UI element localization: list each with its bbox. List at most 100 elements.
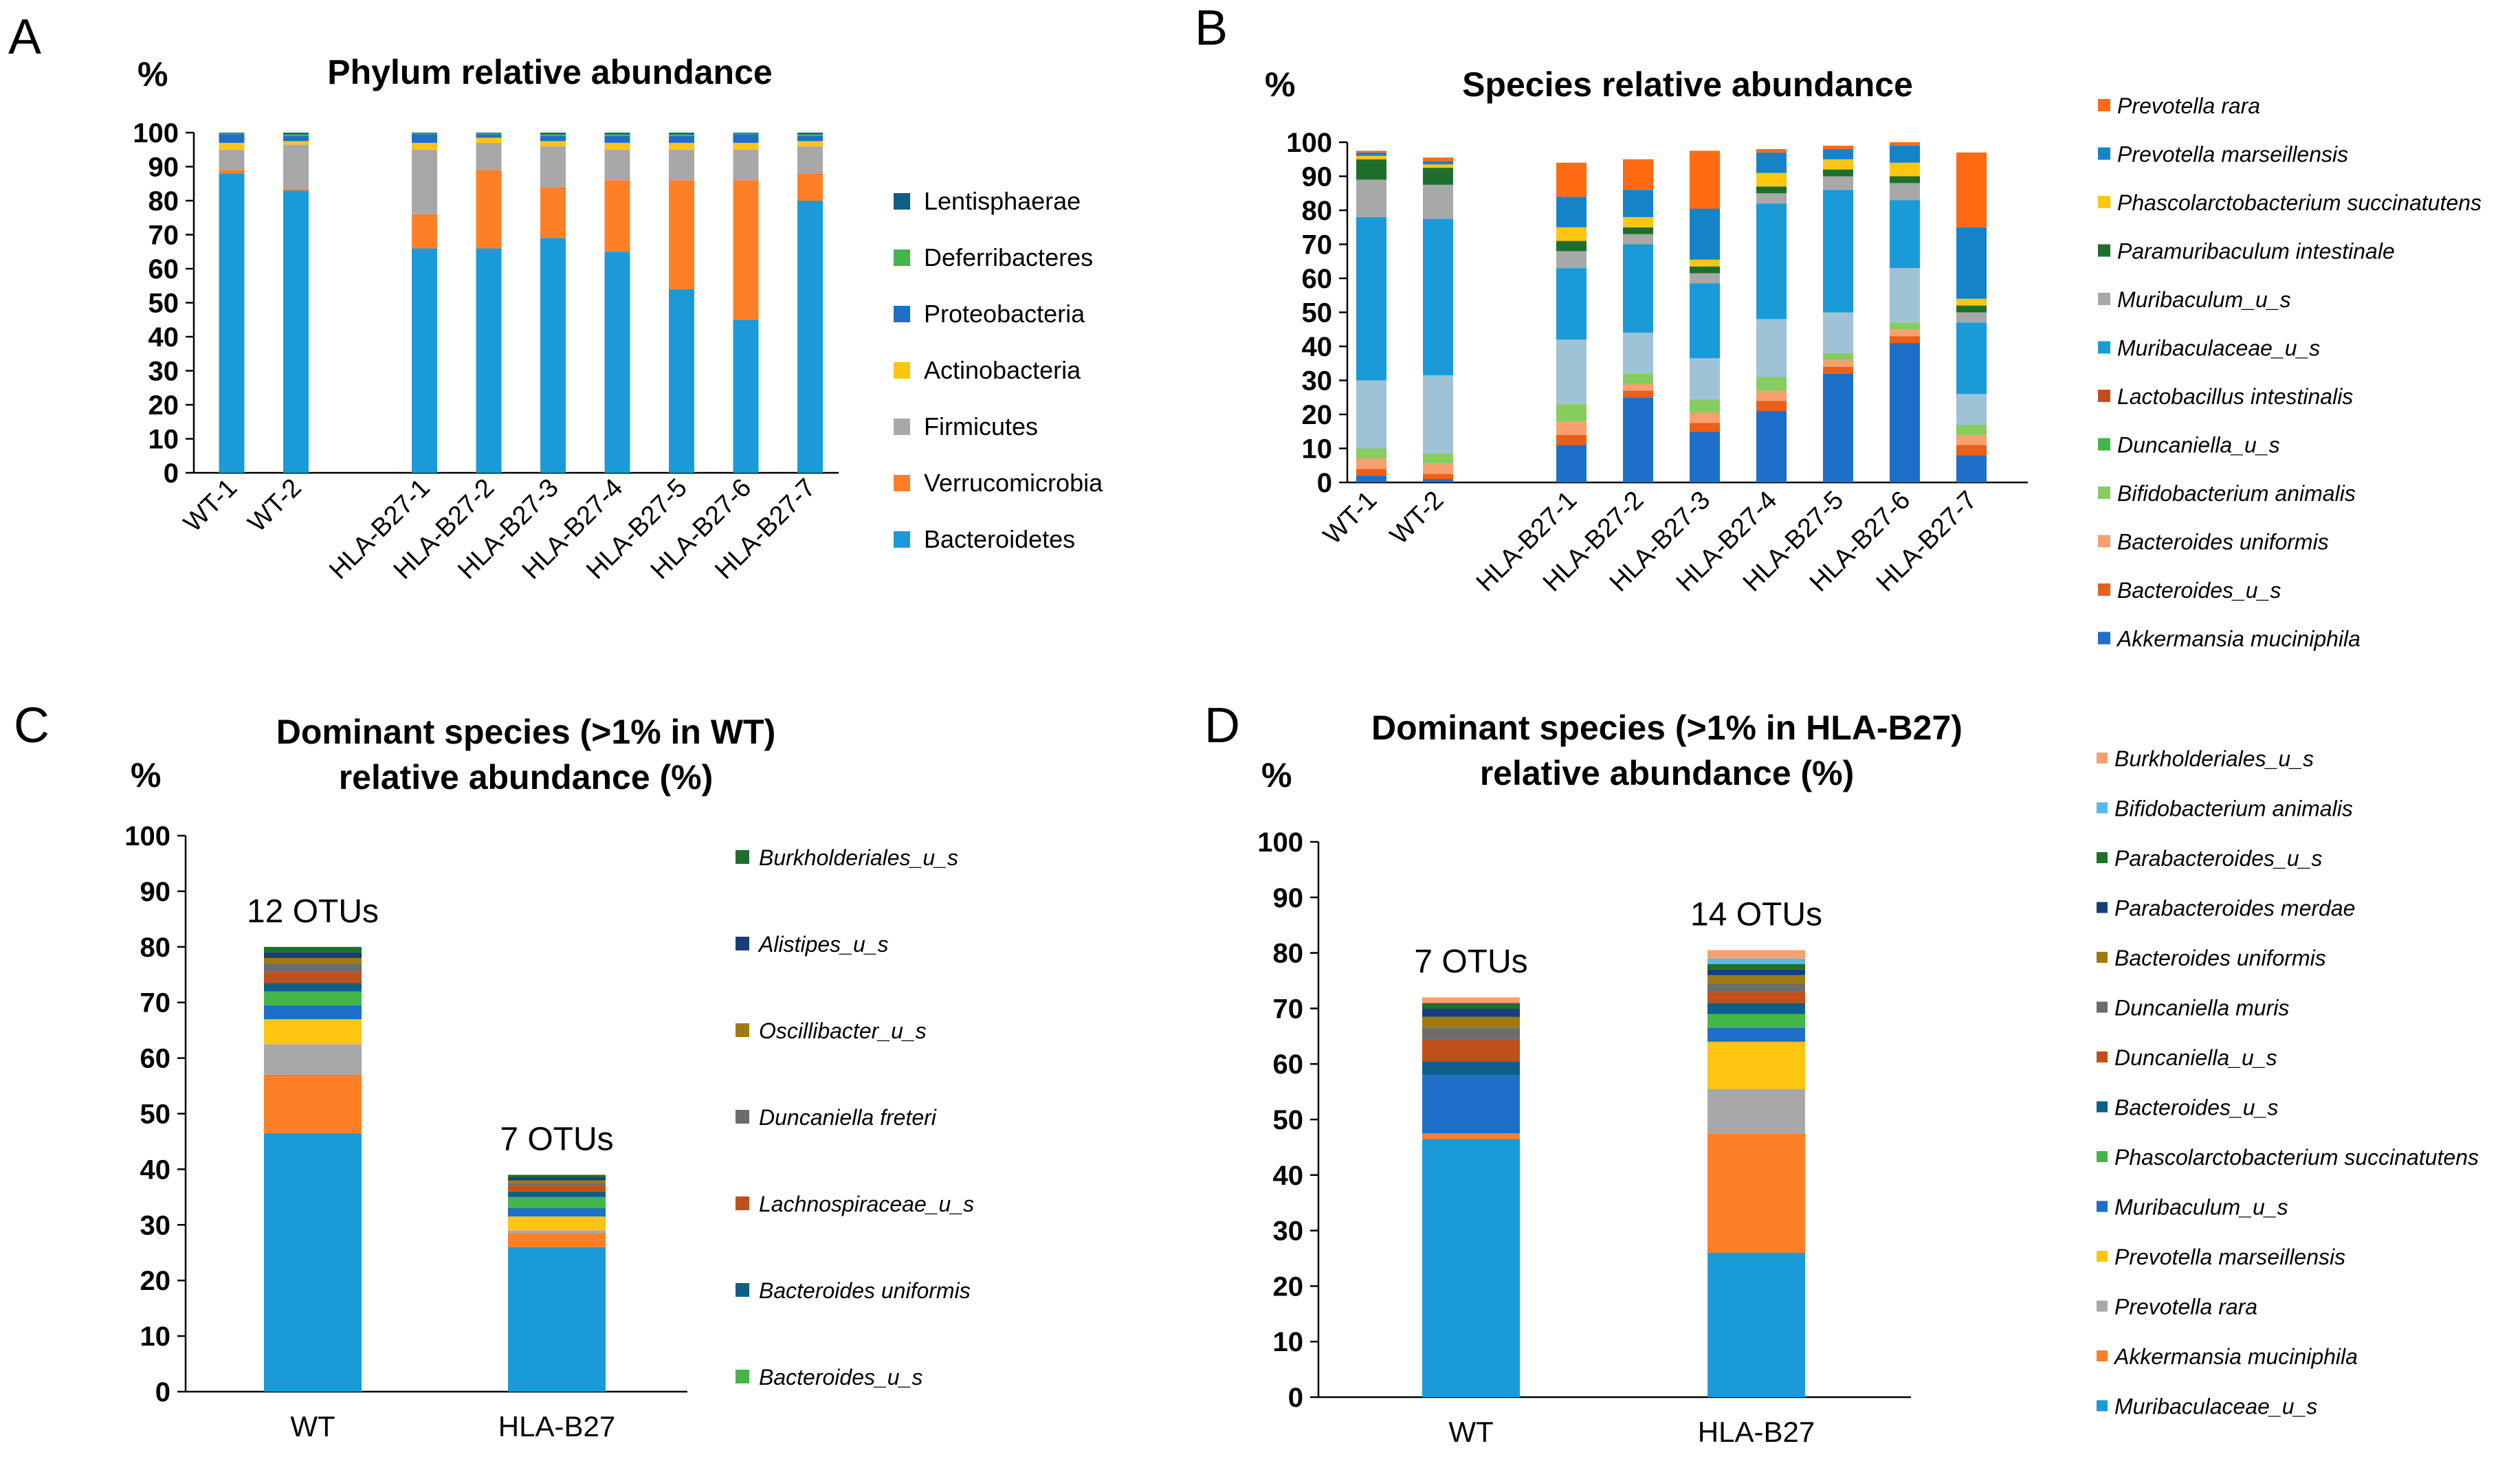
chart-c-ytick-label: 40 (140, 1155, 171, 1185)
legend-swatch (2098, 244, 2110, 257)
legend-item-firmicutes: Firmicutes (894, 412, 1038, 441)
legend-label: Burkholderiales_u_s (759, 845, 958, 870)
bar-segment-bacteroides-u-s-hla-b27-4 (1756, 401, 1787, 412)
bar-segment-proteobacteria-hla-b27-4 (604, 135, 630, 143)
legend-item-bacteroides-u-s: Bacteroides_u_s (2098, 578, 2281, 603)
legend-swatch (2098, 293, 2110, 305)
bar-segment-prevotella-marseillensis-wt-1 (1356, 152, 1386, 156)
bar-segment-muribaculaceae-u-s-wt (264, 1133, 362, 1392)
legend-label: Akkermansia muciniphila (2116, 627, 2361, 651)
legend-swatch (736, 1283, 749, 1297)
chart-c-ylabel: % (131, 756, 161, 794)
chart-a-ytick-label: 50 (148, 289, 179, 319)
bar-segment-muribaculum-u-s-wt-2 (1423, 184, 1453, 219)
bar-segment-other-taxa-hla-b27-7 (1956, 394, 1987, 425)
bar-segment-paramuribaculum-intestinale-hla-b27-2 (1623, 227, 1653, 234)
legend-item-prevotella-marseillensis: Prevotella marseillensis (2097, 1245, 2345, 1269)
legend-label: Muribaculum_u_s (2114, 1195, 2288, 1220)
bar-segment-paramuribaculum-intestinale-wt-1 (1356, 159, 1386, 180)
chart-a-ytick-label: 40 (148, 322, 179, 353)
legend-label: Muribaculum_u_s (2117, 287, 2291, 312)
bar-segment-actinobacteria-hla-b27-7 (797, 141, 823, 146)
bar-segment-bifidobacterium-animalis-wt-2 (1423, 453, 1453, 464)
legend-swatch (736, 1110, 749, 1124)
legend-item-akkermansia-muciniphila: Akkermansia muciniphila (2097, 1344, 2358, 1369)
bar-segment-proteobacteria-hla-b27-7 (797, 135, 823, 142)
chart-c-title: Dominant species (>1% in WT) (276, 713, 776, 751)
bar-segment-akkermansia-muciniphila-hla-b27 (1707, 1133, 1805, 1253)
xtick-wt: WT (290, 1410, 335, 1443)
bar-segment-phascolarctobacterium-succinatutens-hla-b27-3 (1690, 259, 1720, 267)
legend-item-duncaniella-freteri: Duncaniella freteri (736, 1105, 937, 1130)
legend-label: Prevotella marseillensis (2117, 142, 2348, 167)
legend-swatch (894, 193, 910, 210)
chart-c-ytick-label: 60 (140, 1044, 171, 1074)
legend-item-phascolarctobacterium-succinatutens: Phascolarctobacterium succinatutens (2097, 1145, 2479, 1170)
bar-segment-firmicutes-hla-b27-3 (540, 146, 566, 188)
bar-segment-paramuribaculum-intestinale-wt-2 (1423, 168, 1453, 185)
bar-segment-bacteroides-u-s-hla-b27 (508, 1196, 606, 1209)
bar-segment-alistipes-u-s-wt (264, 952, 362, 958)
bar-segment-proteobacteria-hla-b27-6 (733, 134, 759, 143)
bar-segment-other-taxa-hla-b27-4 (1756, 319, 1787, 377)
bar-segment-deferribacteres-hla-b27-7 (797, 134, 823, 136)
bar-segment-lachnospiraceae-u-s-wt (264, 972, 362, 983)
bar-segment-bacteroidetes-hla-b27-2 (476, 248, 502, 473)
legend-label: Bacteroides uniformis (2117, 530, 2329, 555)
bar-segment-actinobacteria-hla-b27-6 (733, 142, 759, 150)
bar-segment-other-taxa-hla-b27-3 (1690, 358, 1720, 399)
legend-item-duncaniella-muris: Duncaniella muris (2097, 996, 2289, 1021)
bar-segment-proteobacteria-hla-b27-2 (476, 134, 502, 138)
bar-segment-oscillibacter-u-s-wt (264, 957, 362, 964)
bar-segment-verrucomicrobia-wt-2 (283, 188, 309, 191)
bar-segment-phascolarctobacterium-succinatutens-hla-b27 (1707, 1014, 1805, 1028)
bar-segment-akkermansia-muciniphila-hla-b27-4 (1756, 411, 1787, 482)
bar-segment-prevotella-rara-hla-b27-3 (1690, 151, 1720, 209)
legend-item-oscillibacter-u-s: Oscillibacter_u_s (736, 1018, 927, 1043)
bar-segment-parabacteroides-merdae-hla-b27 (1707, 969, 1805, 975)
otu-count-hla-b27: 7 OTUs (500, 1121, 613, 1157)
bar-segment-bifidobacterium-animalis-hla-b27-5 (1823, 353, 1853, 360)
bar-segment-bacteroides-uniformis-wt (1422, 1016, 1520, 1028)
xtick-hla-b27: HLA-B27 (1698, 1416, 1815, 1448)
chart-d-ytick-label: 40 (1273, 1161, 1304, 1191)
bar-segment-deferribacteres-wt-1 (219, 133, 245, 135)
bar-segment-akkermansia-muciniphila-hla-b27-2 (1623, 397, 1653, 482)
chart-d-ytick-label: 80 (1273, 939, 1304, 969)
bar-segment-duncaniella-freteri-wt (264, 964, 362, 972)
legend-swatch (736, 1023, 749, 1037)
legend-label: Lactobacillus intestinalis (2117, 384, 2353, 409)
legend-label: Lentisphaerae (924, 187, 1081, 215)
bar-segment-muribaculum-u-s-hla-b27-5 (1823, 176, 1853, 190)
bar-segment-parabacteroides-merdae-wt (1422, 1008, 1520, 1017)
bar-segment-deferribacteres-hla-b27-5 (669, 134, 694, 136)
bar-segment-bacteroides-u-s-hla-b27 (1707, 1003, 1805, 1014)
bar-segment-bacteroides-uniformis-hla-b27-2 (1623, 383, 1653, 391)
legend-label: Prevotella rara (2117, 93, 2260, 118)
legend-item-bacteroidetes: Bacteroidetes (894, 525, 1075, 553)
legend-swatch (2098, 535, 2110, 548)
legend-swatch (2097, 852, 2108, 863)
chart-b-ytick-label: 80 (1302, 196, 1333, 226)
chart-d-ytick-label: 0 (1288, 1383, 1303, 1413)
bar-segment-duncaniella-u-s-wt (1422, 1038, 1520, 1062)
bar-segment-prevotella-marseillensis-hla-b27-3 (1690, 208, 1720, 260)
bar-segment-other-taxa-hla-b27-2 (1623, 333, 1653, 374)
bar-segment-muribaculaceae-u-s-wt-1 (1356, 216, 1386, 381)
bar-segment-paramuribaculum-intestinale-hla-b27-7 (1956, 305, 1987, 313)
bar-segment-deferribacteres-hla-b27-3 (540, 134, 566, 136)
legend-label: Bacteroides_u_s (2117, 578, 2281, 603)
chart-a-ytick-label: 60 (148, 254, 179, 285)
bar-segment-akkermansia-muciniphila-hla-b27-5 (1823, 373, 1853, 482)
bar-segment-lachnospiraceae-u-s-hla-b27 (508, 1185, 606, 1192)
bar-segment-firmicutes-hla-b27-2 (476, 142, 502, 170)
chart-b-ytick-label: 50 (1302, 298, 1333, 328)
legend-label: Bifidobacterium animalis (2117, 481, 2356, 506)
chart-b-ytick-label: 70 (1302, 230, 1333, 260)
bar-segment-prevotella-rara-hla-b27-1 (1556, 162, 1587, 197)
legend-swatch (736, 937, 749, 950)
bar-segment-deferribacteres-hla-b27-4 (604, 134, 630, 136)
legend-swatch (894, 362, 910, 379)
legend-label: Deferribacteres (924, 243, 1093, 271)
bar-segment-muribaculaceae-u-s-wt-2 (1423, 219, 1453, 376)
